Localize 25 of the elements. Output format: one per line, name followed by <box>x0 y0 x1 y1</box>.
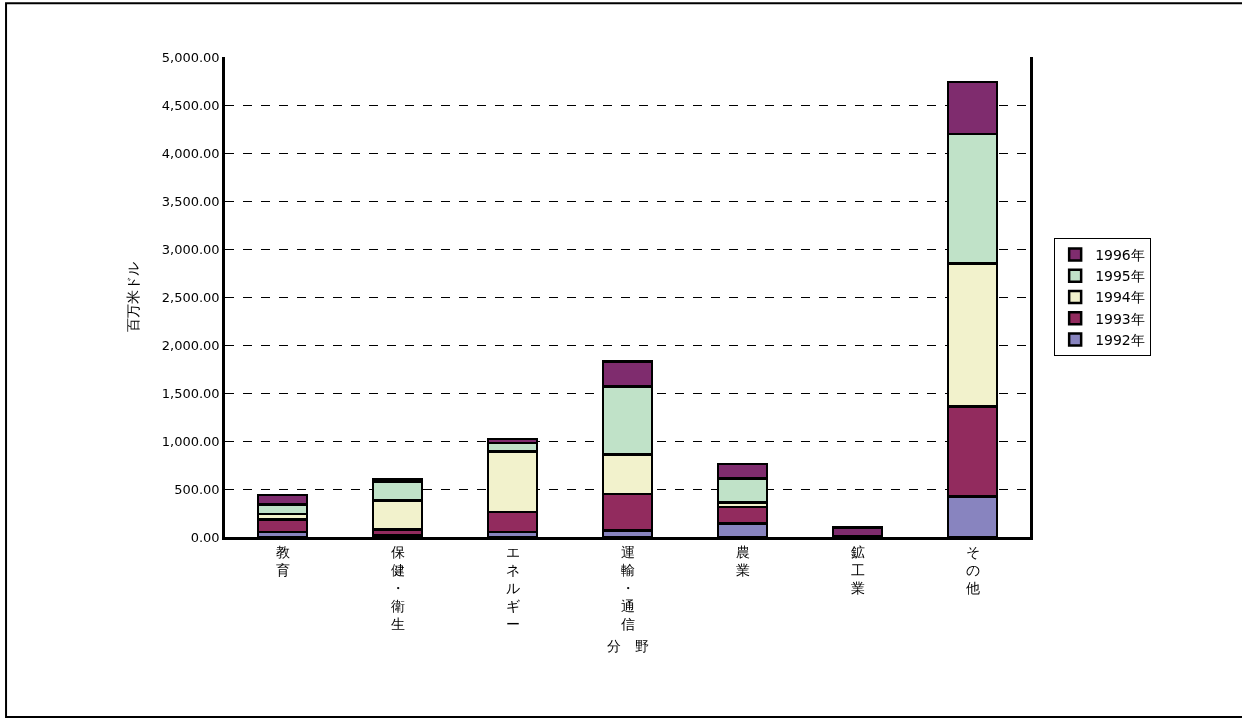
x-tick-label: エネルギー <box>505 543 520 633</box>
x-axis-title: 分 野 <box>606 637 649 654</box>
y-tick-label: 500.00 <box>174 481 220 497</box>
y-tick-label: 2,500.00 <box>161 289 220 305</box>
y-tick-label: 4,000.00 <box>161 145 220 161</box>
y-tick-label: 5,000.00 <box>161 49 220 65</box>
legend-label: 1994年 <box>1095 289 1145 306</box>
x-tick-label: 農業 <box>735 543 750 578</box>
y-tick-label: 3,000.00 <box>161 241 220 257</box>
x-tick-label: その他 <box>965 543 980 596</box>
legend-label: 1996年 <box>1095 247 1145 264</box>
y-tick-label: 1,500.00 <box>161 385 220 401</box>
legend-label: 1993年 <box>1095 310 1145 327</box>
legend-label: 1992年 <box>1095 331 1145 348</box>
x-tick-label: 保健・衛生 <box>390 543 405 633</box>
x-tick-label: 鉱工業 <box>850 543 865 596</box>
y-tick-label: 1,000.00 <box>161 433 220 449</box>
y-tick-label: 0.00 <box>190 529 220 545</box>
x-tick-label: 運輸・通信 <box>620 543 635 633</box>
y-tick-label: 2,000.00 <box>161 337 220 353</box>
y-tick-label: 3,500.00 <box>161 193 220 209</box>
y-axis-title: 百万米ドル <box>125 262 142 332</box>
x-tick-label: 教育 <box>275 543 290 578</box>
y-tick-label: 4,500.00 <box>161 97 220 113</box>
legend-label: 1995年 <box>1095 268 1145 285</box>
